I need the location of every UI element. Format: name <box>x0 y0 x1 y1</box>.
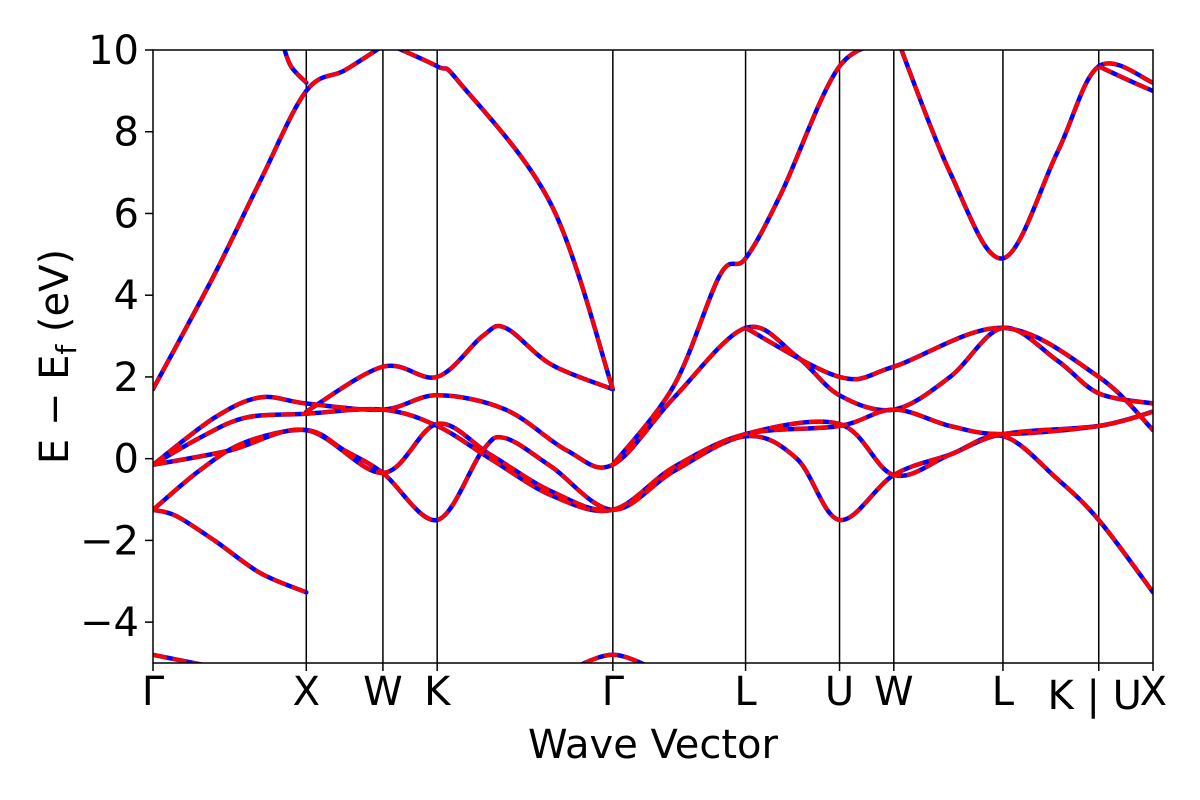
y-tick-label: −2 <box>80 518 139 564</box>
y-tick-label: −4 <box>80 600 139 646</box>
band-line-1-10 <box>396 50 615 390</box>
x-tick-label: X <box>1140 669 1167 715</box>
band-line-1-6 <box>153 50 381 391</box>
x-tick-label: L <box>734 669 757 715</box>
band-line-1-0 <box>153 652 205 663</box>
x-tick-label: K | U <box>1048 673 1142 719</box>
y-axis-title-subscript: f <box>50 344 83 355</box>
y-axis-title: E − Ef (eV) <box>32 249 83 464</box>
band-line-1-4 <box>153 409 1153 513</box>
x-tick-label: U <box>825 669 854 715</box>
x-tick-label: Γ <box>602 669 625 715</box>
band-line-1-14 <box>579 652 646 663</box>
y-tick-label: 6 <box>114 191 139 237</box>
y-axis-ticks: −4 −2 0 2 4 6 8 10 <box>80 28 153 646</box>
x-tick-label: L <box>992 669 1015 715</box>
x-axis-title: Wave Vector <box>528 722 779 768</box>
y-tick-label: 0 <box>114 437 139 483</box>
x-tick-label: Γ <box>142 669 165 715</box>
plot-frame <box>152 49 1154 664</box>
band-lines <box>153 50 1153 663</box>
y-tick-label: 8 <box>114 110 139 156</box>
band-line-0-6 <box>153 50 381 392</box>
x-tick-label: X <box>293 669 320 715</box>
y-tick-label: 4 <box>114 273 139 319</box>
x-tick-label: K <box>424 669 452 715</box>
x-tick-label: W <box>874 669 914 715</box>
band-line-1-11 <box>899 50 1153 261</box>
y-tick-label: 2 <box>114 355 139 401</box>
band-line-1-9 <box>744 325 1153 432</box>
band-line-1-13 <box>1097 64 1153 93</box>
y-axis-title-main: E − E <box>32 355 78 465</box>
band-line-1-12 <box>282 50 308 85</box>
high-symmetry-lines <box>305 50 1100 663</box>
x-tick-label: W <box>363 669 403 715</box>
band-line-1-5 <box>153 324 1153 470</box>
band-line-1-8 <box>611 50 865 467</box>
band-line-1-7 <box>305 324 614 414</box>
y-axis-title-unit: (eV) <box>32 249 78 345</box>
band-line-1-1 <box>153 507 308 595</box>
y-tick-label: 10 <box>88 28 139 74</box>
band-line-0-10 <box>396 50 616 392</box>
